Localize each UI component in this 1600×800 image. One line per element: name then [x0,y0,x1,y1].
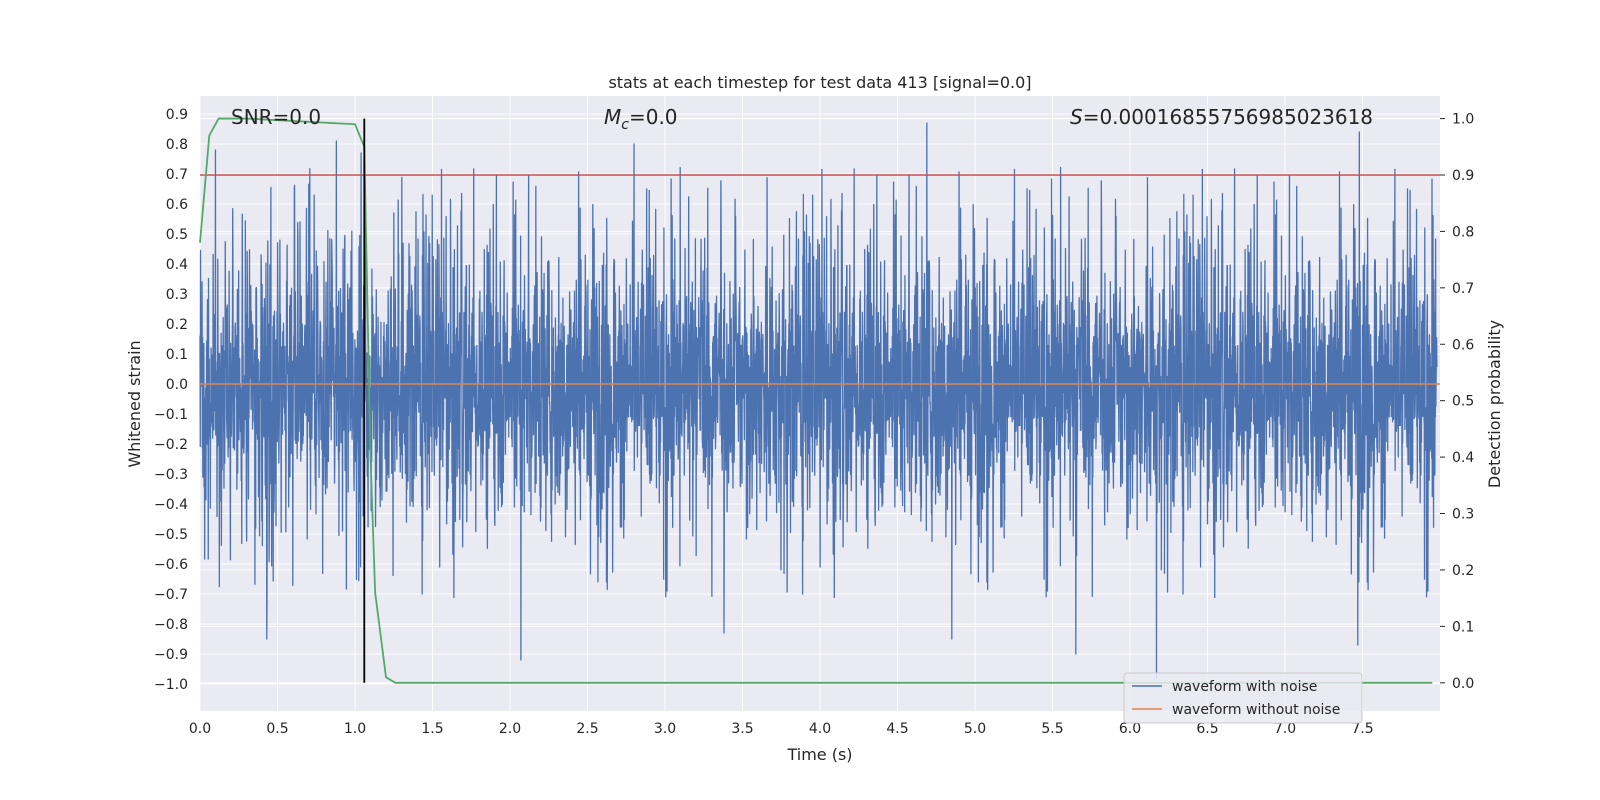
y-tick-label-right-1: 0.9 [1452,168,1474,184]
y-axis-label-left: Whitened strain [125,340,144,467]
y-tick-label-left-4: 0.5 [166,227,188,243]
x-tick-label-14: 7.0 [1274,721,1296,737]
x-tick-label-12: 6.0 [1119,721,1141,737]
y-tick-label-right-9: 0.1 [1452,619,1474,635]
y-tick-label-left-17: −0.8 [154,617,188,633]
mc-value: =0.0 [629,105,678,129]
y-tick-label-left-11: −0.2 [154,437,188,453]
y-tick-label-left-13: −0.4 [154,497,188,513]
x-tick-label-9: 4.5 [886,721,908,737]
y-tick-label-left-1: 0.8 [166,137,188,153]
y-tick-label-right-10: 0.0 [1452,676,1474,692]
chart-title: stats at each timestep for test data 413… [608,73,1031,92]
y-tick-label-right-6: 0.4 [1452,450,1474,466]
x-tick-label-2: 1.0 [344,721,366,737]
x-axis-label: Time (s) [786,745,852,764]
legend-label-clean: waveform without noise [1172,702,1340,718]
series-waveform-with-noise [199,122,1438,679]
y-tick-label-left-10: −0.1 [154,407,188,423]
y-tick-label-left-7: 0.2 [166,317,188,333]
s-annotation: S=0.00016855756985023618 [1070,105,1373,129]
line-series [199,117,1440,684]
x-tick-label-1: 0.5 [266,721,288,737]
x-tick-label-13: 6.5 [1196,721,1218,737]
y-tick-label-left-2: 0.7 [166,167,188,183]
mc-annotation: Mc=0.0 [604,105,678,133]
s-value: =0.00016855756985023618 [1083,105,1373,129]
y-tick-label-right-7: 0.3 [1452,507,1474,523]
y-tick-label-left-19: −1.0 [154,677,188,693]
y-tick-label-right-0: 1.0 [1452,112,1474,128]
x-tick-label-11: 5.5 [1041,721,1063,737]
x-tick-label-3: 1.5 [421,721,443,737]
y-tick-label-left-0: 0.9 [166,107,188,123]
s-symbol: S [1070,105,1083,129]
y-tick-label-left-9: 0.0 [166,377,188,393]
mc-symbol: M [604,105,621,129]
x-tick-label-0: 0.0 [189,721,211,737]
y-tick-label-left-12: −0.3 [154,467,188,483]
x-tick-label-8: 4.0 [809,721,831,737]
legend-box [1123,672,1363,724]
x-tick-label-5: 2.5 [576,721,598,737]
y-tick-label-left-8: 0.1 [166,347,188,363]
x-tick-label-6: 3.0 [654,721,676,737]
mc-subscript: c [621,117,629,133]
y-tick-label-right-5: 0.5 [1452,394,1474,410]
x-tick-label-7: 3.5 [731,721,753,737]
tick-labels: 0.0 0.5 1.0 1.5 2.0 2.5 3.0 3.5 4.0 4.5 5.0 5.5 6.0 6… [154,107,1474,737]
series-detection-probability [199,117,1433,684]
y-tick-label-left-16: −0.7 [154,587,188,603]
y-tick-label-left-6: 0.3 [166,287,188,303]
y-tick-label-right-4: 0.6 [1452,337,1474,353]
y-tick-label-left-15: −0.6 [154,557,188,573]
y-tick-label-left-14: −0.5 [154,527,188,543]
legend: waveform with noise waveform without noi… [1123,672,1363,724]
x-tick-label-4: 2.0 [499,721,521,737]
y-tick-label-left-5: 0.4 [166,257,188,273]
y-tick-label-right-2: 0.8 [1452,224,1474,240]
y-tick-label-right-8: 0.2 [1452,563,1474,579]
x-tick-label-15: 7.5 [1351,721,1373,737]
x-tick-label-10: 5.0 [964,721,986,737]
y-axis-label-right: Detection probability [1485,320,1504,488]
y-tick-label-left-3: 0.6 [166,197,188,213]
snr-annotation: SNR=0.0 [231,105,321,129]
y-tick-label-right-3: 0.7 [1452,281,1474,297]
y-tick-label-left-18: −0.9 [154,647,188,663]
legend-label-noise: waveform with noise [1172,679,1317,695]
noise-series [199,122,1438,679]
